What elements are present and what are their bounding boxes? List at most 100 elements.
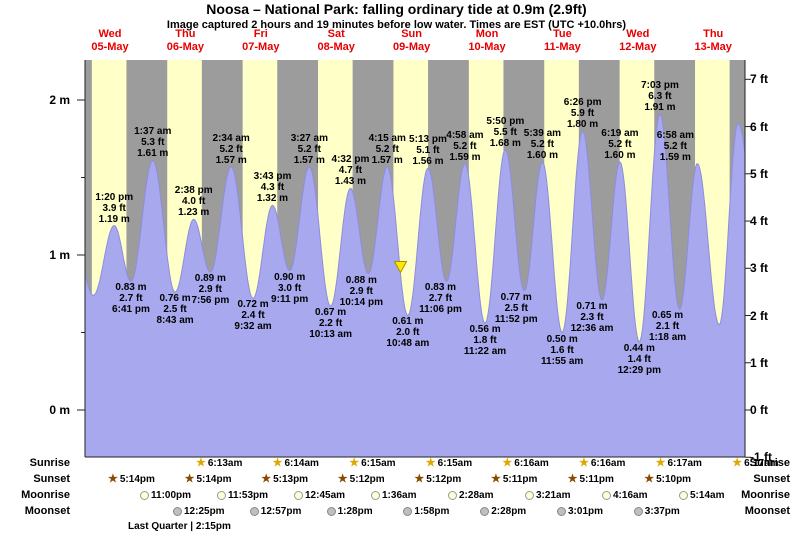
moonset-entry: 1:58pm bbox=[403, 505, 449, 517]
moonset-entry: 3:37pm bbox=[633, 505, 680, 517]
moonset-icon bbox=[480, 506, 490, 516]
tide-low-annotation: 0.77 m 2.5 ft 11:52 pm bbox=[494, 291, 538, 325]
sunset-icon: ★ bbox=[337, 472, 348, 485]
tide-high-annotation: 5:13 pm 5.1 ft 1.56 m bbox=[409, 134, 447, 168]
tide-high-annotation: 6:58 am 5.2 ft 1.59 m bbox=[656, 129, 694, 163]
moonrise-time: 3:21am bbox=[536, 489, 571, 501]
sunset-icon: ★ bbox=[261, 472, 272, 485]
tide-low-annotation: 0.72 m 2.4 ft 9:32 am bbox=[234, 299, 272, 333]
moonrise-icon bbox=[448, 490, 457, 500]
tide-low-annotation: 0.88 m 2.9 ft 10:14 pm bbox=[339, 274, 383, 308]
tide-high-annotation: 7:03 pm 6.3 ft 1.91 m bbox=[641, 79, 679, 113]
moonrise-time: 5:14am bbox=[690, 489, 725, 501]
tide-high-annotation: 3:43 pm 4.3 ft 1.32 m bbox=[253, 171, 292, 205]
sunset-entry: ★ 5:12pm bbox=[414, 473, 461, 485]
tide-high-annotation: 5:50 pm 5.5 ft 1.68 m bbox=[486, 115, 525, 149]
sunset-icon: ★ bbox=[414, 472, 425, 485]
sunrise-icon: ★ bbox=[732, 456, 743, 469]
sunset-time: 5:11pm bbox=[579, 473, 614, 485]
sunset-time: 5:10pm bbox=[656, 473, 692, 485]
sunset-entry: ★ 5:14pm bbox=[185, 473, 232, 485]
tide-low-annotation: 0.83 m 2.7 ft 6:41 pm bbox=[112, 282, 150, 316]
sunrise-entry: ★ 6:15am bbox=[426, 457, 472, 469]
tide-high-annotation: 2:38 pm 4.0 ft 1.23 m bbox=[174, 185, 213, 219]
chart-subtitle: Image captured 2 hours and 19 minutes be… bbox=[166, 19, 627, 31]
day-label: Fri 07-May bbox=[242, 28, 280, 53]
tide-high-annotation: 1:20 pm 3.9 ft 1.19 m bbox=[95, 191, 134, 225]
astro-row-label-moonrise: Moonrise bbox=[741, 489, 790, 501]
sunrise-entry: ★ 6:17am bbox=[656, 457, 702, 469]
day-label: Wed 05-May bbox=[91, 28, 129, 53]
moonset-time: 12:25pm bbox=[184, 505, 225, 517]
sunrise-entry: ★ 6:14am bbox=[273, 457, 319, 469]
moonset-time: 1:28pm bbox=[337, 505, 373, 517]
sunrise-time: 6:16am bbox=[590, 457, 626, 469]
tide-high-annotation: 4:58 am 5.2 ft 1.59 m bbox=[446, 129, 484, 163]
current-tide-marker bbox=[393, 261, 408, 274]
moonrise-icon bbox=[525, 490, 534, 500]
moonrise-entry: 12:45am bbox=[294, 489, 345, 501]
astro-row-label-sunset: Sunset bbox=[33, 473, 70, 485]
y-axis-right-label: 1 ft bbox=[750, 355, 768, 370]
sunrise-icon: ★ bbox=[272, 456, 283, 469]
moonrise-time: 1:36am bbox=[382, 489, 417, 501]
moonrise-entry: 2:28am bbox=[448, 489, 493, 501]
day-label: Sat 08-May bbox=[317, 28, 355, 53]
y-axis-right-label: 2 ft bbox=[750, 308, 768, 323]
moonrise-time: 12:45am bbox=[305, 489, 346, 501]
sunset-icon: ★ bbox=[184, 472, 195, 485]
moonrise-icon bbox=[217, 490, 226, 500]
y-axis-left-label: 1 m bbox=[49, 248, 70, 262]
sunrise-icon: ★ bbox=[579, 456, 589, 469]
sunrise-icon: ★ bbox=[425, 456, 436, 469]
sunrise-icon: ★ bbox=[655, 456, 666, 469]
moonset-time: 2:28pm bbox=[491, 505, 527, 517]
sunrise-entry: ★ 6:15am bbox=[349, 457, 395, 469]
tide-low-annotation: 0.90 m 3.0 ft 9:11 pm bbox=[271, 271, 309, 305]
tide-low-annotation: 0.61 m 2.0 ft 10:48 am bbox=[386, 316, 430, 350]
chart-title: Noosa – National Park: falling ordinary … bbox=[206, 1, 587, 17]
tide-high-annotation: 1:37 am 5.3 ft 1.61 m bbox=[134, 126, 172, 160]
moonset-icon bbox=[173, 506, 182, 516]
astro-row-label-moonrise: Moonrise bbox=[21, 489, 70, 501]
y-axis-right-label: 0 ft bbox=[750, 403, 768, 417]
day-label: Tue 11-May bbox=[544, 28, 581, 53]
sunset-icon: ★ bbox=[108, 472, 118, 485]
sunset-entry: ★ 5:13pm bbox=[261, 473, 308, 485]
sunrise-icon: ★ bbox=[196, 456, 206, 469]
moonset-entry: 2:28pm bbox=[480, 505, 526, 517]
moonset-icon bbox=[403, 506, 413, 516]
day-label: Thu 06-May bbox=[166, 28, 205, 53]
astro-row-label-sunset: Sunset bbox=[753, 473, 790, 485]
day-label: Mon 10-May bbox=[468, 28, 506, 53]
moonset-icon bbox=[633, 506, 643, 516]
tide-curve bbox=[84, 113, 746, 343]
moonset-icon bbox=[326, 506, 336, 516]
sunrise-time: 6:17am bbox=[667, 457, 702, 469]
sunrise-entry: ★ 6:17am bbox=[732, 457, 778, 469]
moonset-entry: 12:25pm bbox=[173, 505, 225, 517]
moonrise-time: 4:16am bbox=[613, 489, 648, 501]
astro-row-label-sunrise: Sunrise bbox=[29, 457, 70, 469]
sunset-icon: ★ bbox=[644, 472, 655, 485]
moonrise-entry: 1:36am bbox=[371, 489, 416, 501]
sunset-time: 5:14pm bbox=[119, 473, 155, 485]
moonrise-entry: 3:21am bbox=[525, 489, 570, 501]
moonrise-icon bbox=[371, 490, 380, 500]
day-label: Thu 13-May bbox=[694, 28, 732, 53]
sunset-entry: ★ 5:11pm bbox=[491, 473, 537, 485]
tide-low-annotation: 0.50 m 1.6 ft 11:55 am bbox=[541, 333, 584, 367]
tide-high-annotation: 5:39 am 5.2 ft 1.60 m bbox=[523, 128, 562, 161]
moonrise-entry: 5:14am bbox=[679, 489, 724, 501]
moonset-time: 3:01pm bbox=[568, 505, 604, 517]
moonrise-entry: 11:53pm bbox=[217, 489, 268, 501]
sunset-entry: ★ 5:12pm bbox=[338, 473, 385, 485]
moon-phase-note: Last Quarter | 2:15pm bbox=[128, 521, 231, 532]
tide-high-annotation: 4:15 am 5.2 ft 1.57 m bbox=[368, 132, 406, 166]
sunset-time: 5:14pm bbox=[196, 473, 232, 485]
moonrise-icon bbox=[679, 490, 688, 500]
y-axis-right-label: 6 ft bbox=[750, 119, 768, 134]
tide-low-annotation: 0.83 m 2.7 ft 11:06 pm bbox=[419, 282, 462, 316]
sunrise-time: 6:13am bbox=[207, 457, 243, 469]
